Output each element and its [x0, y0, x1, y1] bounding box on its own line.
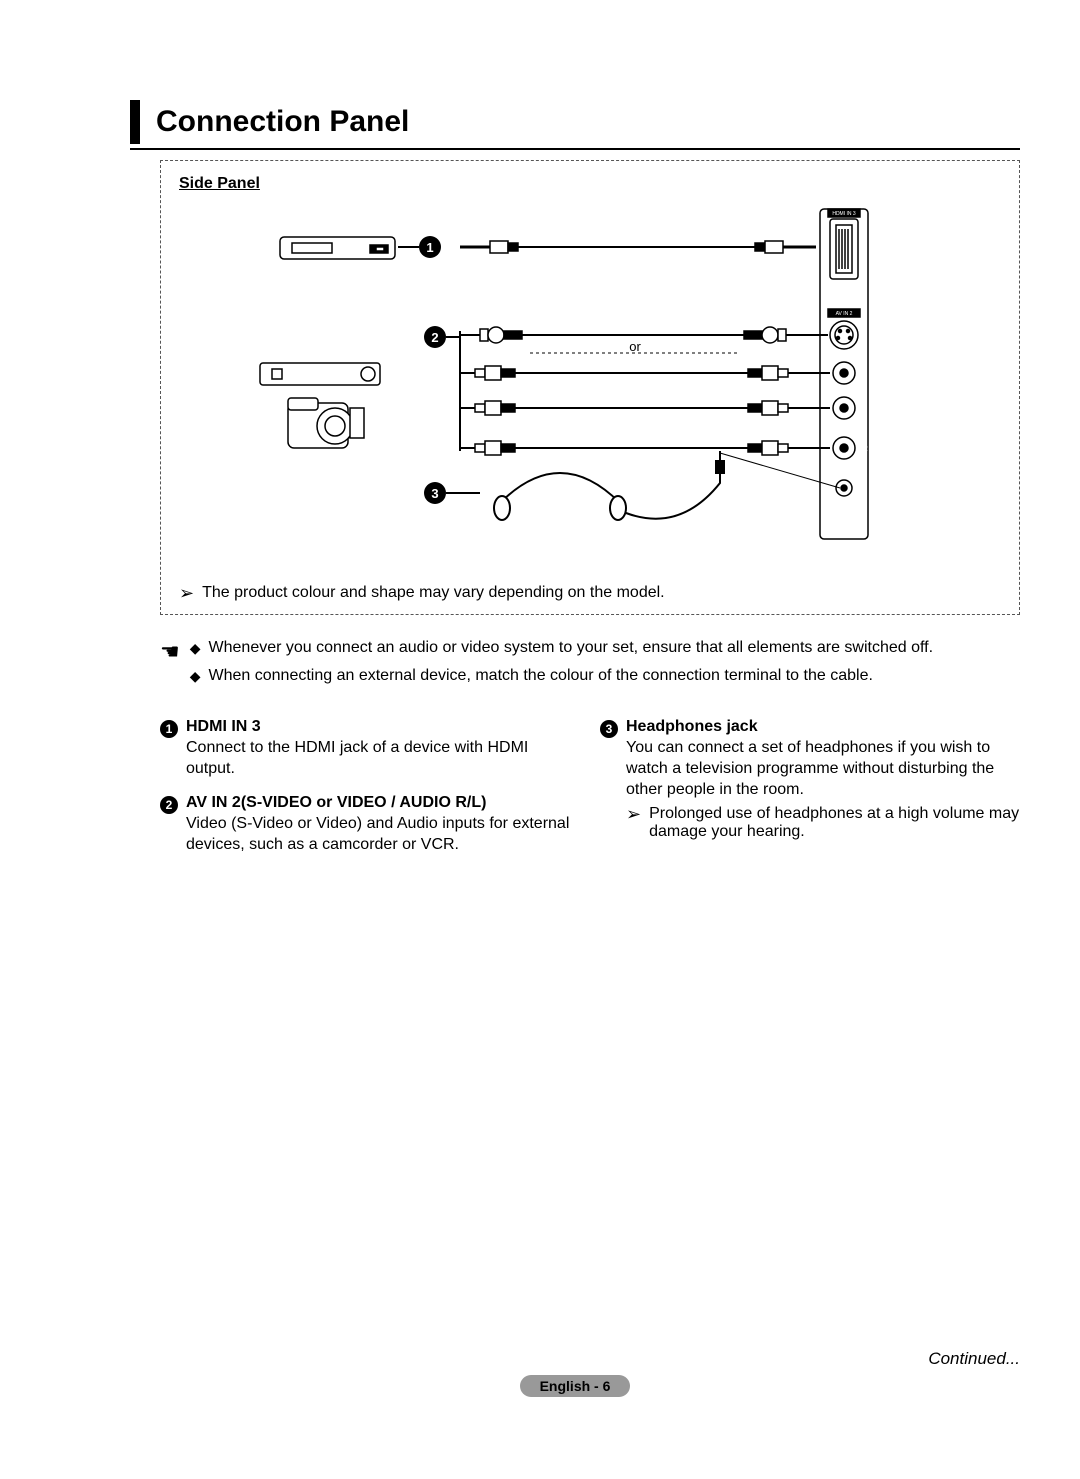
port-video-label: VIDEO	[878, 381, 897, 387]
desc-2-body: Video (S-Video or Video) and Audio input…	[186, 814, 580, 856]
or-label: or	[629, 339, 641, 354]
hand-note-1: ◆ Whenever you connect an audio or video…	[190, 639, 1020, 659]
port-audio-r-label: R	[862, 444, 868, 453]
model-variance-note: ➢ The product colour and shape may vary …	[179, 584, 1001, 602]
desc-3-subnote: ➢ Prolonged use of headphones at a high …	[626, 805, 1020, 841]
diamond-bullet-icon: ◆	[190, 667, 201, 687]
port-av-label: AV IN 2	[836, 311, 853, 317]
descriptions-columns: 1 HDMI IN 3 Connect to the HDMI jack of …	[160, 718, 1020, 869]
right-column: 3 Headphones jack You can connect a set …	[600, 718, 1020, 869]
num-3-icon: 3	[600, 720, 618, 738]
left-column: 1 HDMI IN 3 Connect to the HDMI jack of …	[160, 718, 580, 869]
section-title: Connection Panel	[130, 100, 1020, 150]
diamond-bullet-icon: ◆	[190, 639, 201, 659]
hand-note-2-text: When connecting an external device, matc…	[209, 667, 873, 687]
side-panel-box: Side Panel HDMI IN 3 AV IN 2 S-VIDEO	[160, 160, 1020, 615]
port-audio-l-label: L	[862, 404, 867, 413]
desc-2-head: AV IN 2(S-VIDEO or VIDEO / AUDIO R/L)	[186, 794, 486, 812]
title-accent-bar	[130, 100, 140, 144]
port-hdmi-label: HDMI IN 3	[832, 211, 856, 217]
note-text: The product colour and shape may vary de…	[202, 584, 665, 602]
num-2-icon: 2	[160, 796, 178, 814]
hand-notes-block: ☚ ◆ Whenever you connect an audio or vid…	[160, 639, 1020, 694]
title-text: Connection Panel	[156, 105, 409, 139]
desc-item-headphones: 3 Headphones jack You can connect a set …	[600, 718, 1020, 840]
continued-label: Continued...	[130, 1349, 1020, 1369]
hand-note-2: ◆ When connecting an external device, ma…	[190, 667, 1020, 687]
desc-3-head: Headphones jack	[626, 718, 758, 736]
page-language-number: English - 6	[520, 1375, 631, 1397]
page-footer: Continued... English - 6	[130, 1349, 1020, 1397]
desc-item-avin: 2 AV IN 2(S-VIDEO or VIDEO / AUDIO R/L) …	[160, 794, 580, 856]
pointing-hand-icon: ☚	[160, 639, 180, 694]
hand-note-1-text: Whenever you connect an audio or video s…	[209, 639, 934, 659]
note-arrow-icon: ➢	[179, 584, 194, 602]
port-svideo-label: S-VIDEO	[878, 349, 903, 355]
desc-1-body: Connect to the HDMI jack of a device wit…	[186, 738, 580, 780]
num-1-icon: 1	[160, 720, 178, 738]
connection-diagram: HDMI IN 3 AV IN 2 S-VIDEO VIDEO L AUDIO	[179, 203, 1001, 573]
desc-3-sub-text: Prolonged use of headphones at a high vo…	[649, 805, 1020, 841]
callout-1: 1	[426, 240, 433, 255]
callout-2: 2	[431, 330, 438, 345]
note-arrow-icon: ➢	[626, 805, 641, 841]
desc-1-head: HDMI IN 3	[186, 718, 261, 736]
port-audio-label: AUDIO	[878, 425, 897, 431]
callout-3: 3	[431, 486, 438, 501]
port-headphone-label: ♫	[858, 484, 866, 495]
desc-3-body: You can connect a set of headphones if y…	[626, 738, 1020, 800]
side-panel-label: Side Panel	[179, 175, 1001, 193]
desc-item-hdmi: 1 HDMI IN 3 Connect to the HDMI jack of …	[160, 718, 580, 780]
